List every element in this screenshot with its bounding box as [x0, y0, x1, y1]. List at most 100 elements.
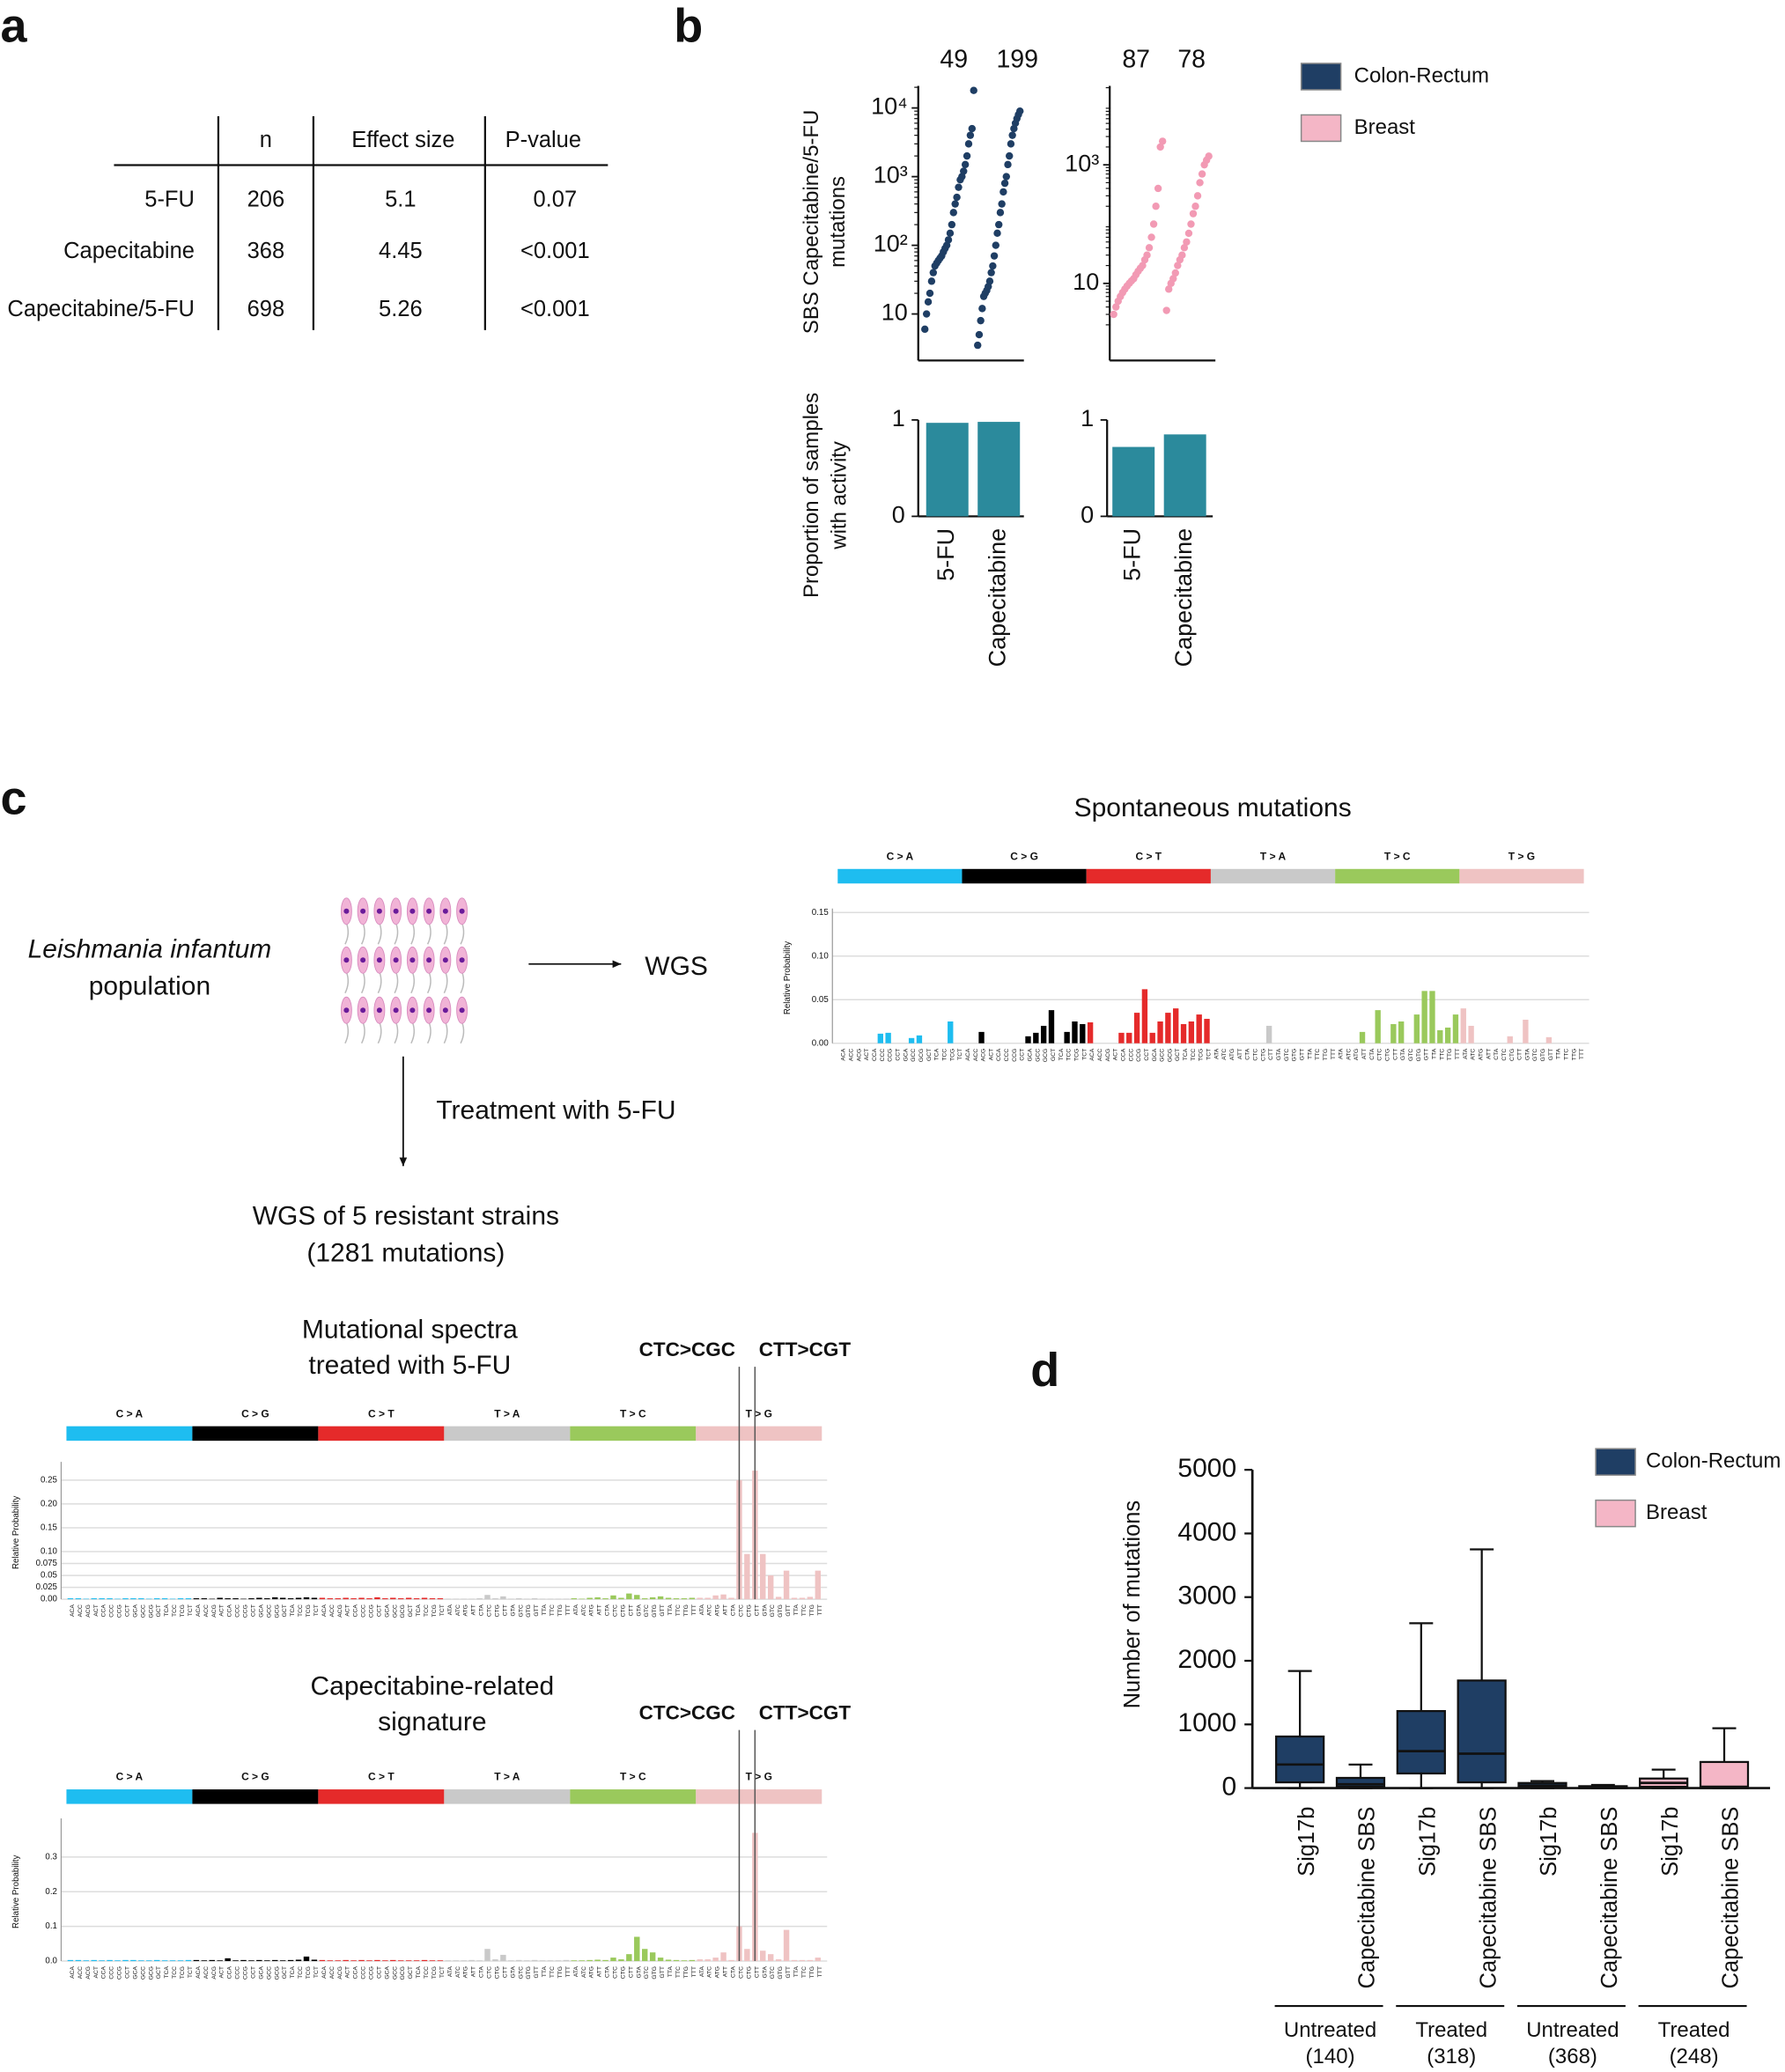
- x-tick-label: ACT: [345, 1604, 351, 1616]
- x-tick-label: TCA: [416, 1604, 422, 1617]
- x-tick-label: GTC: [1284, 1049, 1290, 1061]
- dot: [946, 229, 955, 238]
- x-tick-label: ATG: [1354, 1049, 1360, 1060]
- x-tick-label: TCA: [934, 1048, 940, 1060]
- x-tick-label: ACG: [85, 1966, 92, 1980]
- table-row-label: Capecitabine/5-FU: [7, 297, 194, 321]
- x-tick-label: ACC: [77, 1604, 84, 1617]
- x-tick-label: TTC: [1439, 1049, 1445, 1060]
- y-tick-label: 0.3: [45, 1853, 57, 1862]
- chart-title: signature: [378, 1707, 486, 1736]
- dot: [1189, 210, 1198, 218]
- x-tick-label: TTC: [550, 1604, 556, 1616]
- x-tick-label: GCA: [1152, 1048, 1158, 1061]
- chart-title: Capecitabine-related: [311, 1672, 555, 1701]
- parasite-tail: [344, 923, 350, 945]
- x-tick-label: ATA: [573, 1966, 579, 1978]
- parasite-nucleus: [343, 957, 350, 963]
- dot: [970, 86, 977, 94]
- y-axis-label: Relative Probability: [11, 1496, 21, 1569]
- bar: [791, 1959, 798, 1962]
- x-tick-label: CCA: [353, 1966, 359, 1980]
- x-tick-label: GTG: [652, 1604, 658, 1618]
- bar: [673, 1598, 680, 1600]
- x-tick-label: GCG: [918, 1049, 925, 1062]
- bar: [138, 1598, 144, 1600]
- y-axis-label: SBS Capecitabine/5-FU: [800, 110, 823, 335]
- bar: [303, 1596, 310, 1600]
- parasite-tail: [344, 971, 350, 994]
- bar: [319, 1597, 326, 1600]
- box: [1275, 1735, 1325, 1784]
- x-tick-label: TTA: [1556, 1048, 1562, 1059]
- bar: [114, 1960, 121, 1962]
- x-tick-label: TTT: [691, 1604, 697, 1615]
- x-tick-label: TCA: [1183, 1048, 1189, 1060]
- bar: [264, 1598, 270, 1600]
- bar: [421, 1597, 428, 1600]
- group-count: 199: [996, 46, 1038, 74]
- bar: [1165, 1013, 1171, 1043]
- bar: [358, 1959, 365, 1962]
- parasite-tail: [460, 923, 465, 945]
- x-tick-label: Capecitabine: [1170, 528, 1197, 667]
- x-tick-label: ACC: [973, 1049, 979, 1061]
- y-tick-label: 10: [881, 299, 908, 326]
- dot: [1112, 303, 1120, 311]
- legend-label: Colon-Rectum: [1354, 63, 1489, 87]
- bar: [327, 1960, 334, 1962]
- bar: [720, 1594, 727, 1600]
- dot: [1149, 220, 1158, 228]
- bar: [335, 1598, 341, 1600]
- parasite-tail: [426, 971, 431, 994]
- box: [1396, 1709, 1446, 1775]
- x-tick-label: CTC: [613, 1966, 619, 1979]
- bar: [272, 1959, 278, 1962]
- bar: [681, 1960, 688, 1962]
- bar: [523, 1598, 530, 1600]
- y-tick-label: 0.15: [812, 908, 829, 918]
- x-tick-label: CTA: [1494, 1048, 1500, 1059]
- bar: [153, 1598, 160, 1600]
- dot: [1008, 131, 1016, 139]
- x-tick-label: TTG: [557, 1966, 564, 1978]
- x-tick-label: GCC: [1035, 1049, 1041, 1062]
- x-tick-label: ATT: [723, 1604, 729, 1615]
- bar: [99, 1960, 105, 1962]
- bar: [775, 1959, 782, 1962]
- type-label: T > A: [494, 1771, 520, 1783]
- bar: [555, 1598, 562, 1600]
- bar: [1429, 991, 1435, 1043]
- x-tick-label: TTT: [1455, 1049, 1461, 1059]
- x-tick-label: TTC: [550, 1966, 556, 1978]
- dot: [1152, 203, 1160, 210]
- x-tick-label: CTG: [620, 1966, 626, 1979]
- bar: [461, 1960, 467, 1962]
- dot: [966, 131, 975, 139]
- bar: [1265, 1025, 1272, 1043]
- dot: [985, 277, 994, 285]
- parasite-tail: [410, 1021, 416, 1044]
- bar: [343, 1597, 349, 1600]
- x-tick-label: CCG: [243, 1966, 249, 1980]
- bar: [99, 1598, 105, 1600]
- annotation: CTT>CGT: [759, 1338, 852, 1360]
- x-tick-label: GTG: [778, 1604, 784, 1618]
- bar: [421, 1959, 428, 1962]
- bar: [484, 1595, 491, 1600]
- x-tick-label: ACT: [988, 1049, 994, 1060]
- type-label: C > T: [368, 1407, 395, 1419]
- dot: [1180, 244, 1189, 252]
- x-tick-label: ACC: [329, 1604, 336, 1617]
- x-tick-label: ATT: [1486, 1049, 1492, 1059]
- x-tick-label: ATA: [573, 1604, 579, 1616]
- x-tick-label: ATC: [707, 1604, 713, 1616]
- population: population: [89, 972, 210, 1001]
- parasite-tail: [344, 1021, 350, 1044]
- x-tick-label: TTA: [1307, 1048, 1313, 1059]
- x-tick-label: GTA: [636, 1966, 642, 1979]
- y-tick-label: 0.0: [45, 1957, 57, 1966]
- x-tick-label: TCT: [957, 1049, 963, 1060]
- bar: [775, 1596, 782, 1600]
- dot: [975, 330, 984, 339]
